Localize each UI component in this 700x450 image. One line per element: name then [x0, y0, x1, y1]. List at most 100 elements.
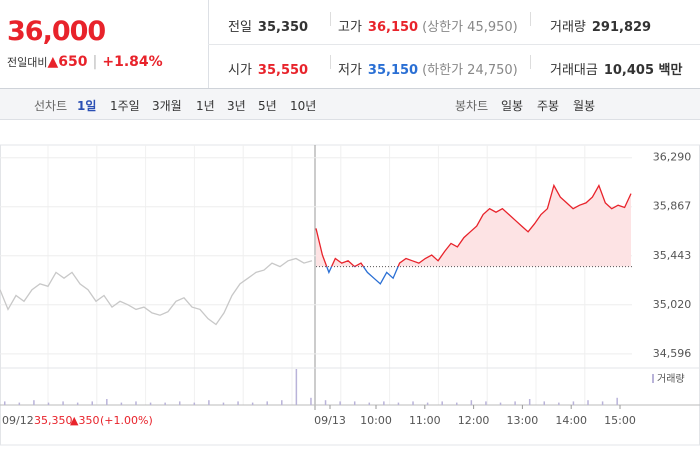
volume-bar — [368, 402, 371, 405]
change-value: ▲650 — [47, 54, 88, 70]
plot-frame — [0, 144, 700, 446]
legend-swatch — [652, 374, 654, 383]
volume-bar — [106, 399, 108, 405]
volume-bar — [572, 401, 575, 405]
volume-bar — [587, 400, 589, 405]
tab[interactable]: 1일 — [77, 99, 97, 113]
change: 전일대비▲650 | +1.84% — [7, 54, 163, 70]
y-tick-label: 36,290 — [653, 151, 692, 164]
divider — [530, 55, 531, 69]
divider — [330, 12, 331, 26]
tab[interactable]: 주봉 — [537, 99, 560, 113]
tab[interactable]: 10년 — [290, 99, 317, 113]
stat-value: 36,150 — [367, 20, 419, 35]
stat-label: 고가 — [338, 20, 362, 35]
change-label: 전일대비 — [7, 56, 48, 69]
price-box: 36,000 전일대비▲650 | +1.84% — [0, 0, 209, 88]
stat-label: 거래량 — [550, 20, 586, 35]
y-tick-label: 35,020 — [653, 298, 692, 311]
volume-bar — [426, 402, 429, 405]
y-tick-label: 34,596 — [653, 347, 692, 360]
volume-bar — [353, 401, 356, 405]
volume-bar — [120, 402, 123, 405]
divider — [330, 55, 331, 69]
footer-close: 35,350 — [34, 414, 73, 427]
stat: 거래량 291,829 — [550, 16, 651, 35]
volume-bar — [412, 401, 414, 405]
volume-bar — [178, 401, 181, 405]
stat-label: 전일 — [228, 20, 252, 35]
volume-bar — [4, 401, 6, 405]
volume-bar — [470, 400, 473, 405]
chart: 36,290 35,867 35,443 35,020 34,596 거래량 09/13 10… — [0, 144, 700, 446]
tab-label: 봉차트 — [455, 99, 489, 113]
footer-pct: (+1.00%) — [100, 414, 153, 427]
tab-label: 선차트 — [34, 99, 68, 113]
volume-bar — [91, 401, 93, 405]
volume-bar — [18, 402, 21, 405]
volume-bar — [616, 397, 618, 405]
stat-note: (상한가 45,950) — [422, 20, 518, 35]
change-pct: +1.84% — [102, 54, 163, 70]
volume-bar — [514, 401, 516, 405]
volume-bar — [324, 400, 327, 405]
tab[interactable]: 1주일 — [110, 99, 140, 113]
x-tick-label: 12:00 — [458, 414, 490, 427]
footer-change: ▲350 — [70, 414, 99, 427]
volume-bar — [164, 402, 166, 405]
tab[interactable]: 1년 — [196, 99, 215, 113]
stat-note: (하한가 24,750) — [422, 63, 518, 78]
stat-label: 저가 — [338, 63, 362, 78]
area — [316, 185, 631, 267]
stat: 전일 35,350 — [228, 16, 308, 35]
volume-bar — [543, 401, 546, 405]
volume-bar — [135, 401, 137, 405]
tab[interactable]: 3개월 — [152, 99, 182, 113]
stat-value: 35,150 — [367, 63, 419, 78]
divider — [208, 44, 700, 45]
footer-date: 09/12 — [2, 414, 34, 427]
volume-bar — [33, 400, 35, 405]
tab[interactable]: 3년 — [227, 99, 246, 113]
x-tick-label: 11:00 — [409, 414, 441, 427]
volume-bar — [601, 401, 604, 405]
volume-bar — [281, 400, 283, 405]
volume-bar — [222, 402, 225, 405]
stat-value: 35,350 — [257, 20, 309, 35]
volume-bar — [149, 402, 152, 405]
stat: 저가 35,150 (하한가 24,750) — [338, 59, 518, 78]
volume-bar — [76, 402, 79, 405]
stat: 시가 35,550 — [228, 59, 308, 78]
volume-bar — [62, 401, 64, 405]
x-tick-label: 13:00 — [507, 414, 539, 427]
volume-bar — [397, 402, 400, 405]
volume-bar — [485, 401, 487, 405]
stat-value: 35,550 — [257, 63, 309, 78]
volume-bar — [499, 402, 502, 405]
stat-label: 시가 — [228, 63, 252, 78]
volume-bar — [193, 402, 196, 405]
divider — [530, 12, 531, 26]
stat: 거래대금 10,405 백만 — [550, 59, 682, 78]
volume-bar — [47, 402, 50, 405]
price: 36,000 — [7, 16, 106, 47]
volume-bar — [558, 402, 560, 405]
legend-label: 거래량 — [657, 373, 685, 385]
y-tick-label: 35,867 — [653, 200, 692, 213]
volume-bar — [266, 401, 268, 405]
tab[interactable]: 5년 — [258, 99, 277, 113]
stat: 고가 36,150 (상한가 45,950) — [338, 16, 518, 35]
volume-bar — [339, 401, 341, 405]
volume-bar — [295, 369, 298, 405]
volume-bar — [528, 399, 531, 405]
price-line — [0, 257, 313, 326]
price-line — [315, 183, 632, 285]
x-tick-label: 10:00 — [360, 414, 392, 427]
volume-bar — [456, 402, 458, 405]
volume-bar — [208, 400, 210, 405]
tab[interactable]: 월봉 — [573, 99, 596, 113]
header: 36,000 전일대비▲650 | +1.84% 전일 35,350 고가 36,15… — [0, 0, 700, 89]
stat-label: 거래대금 — [550, 63, 598, 78]
tab[interactable]: 일봉 — [501, 99, 524, 113]
